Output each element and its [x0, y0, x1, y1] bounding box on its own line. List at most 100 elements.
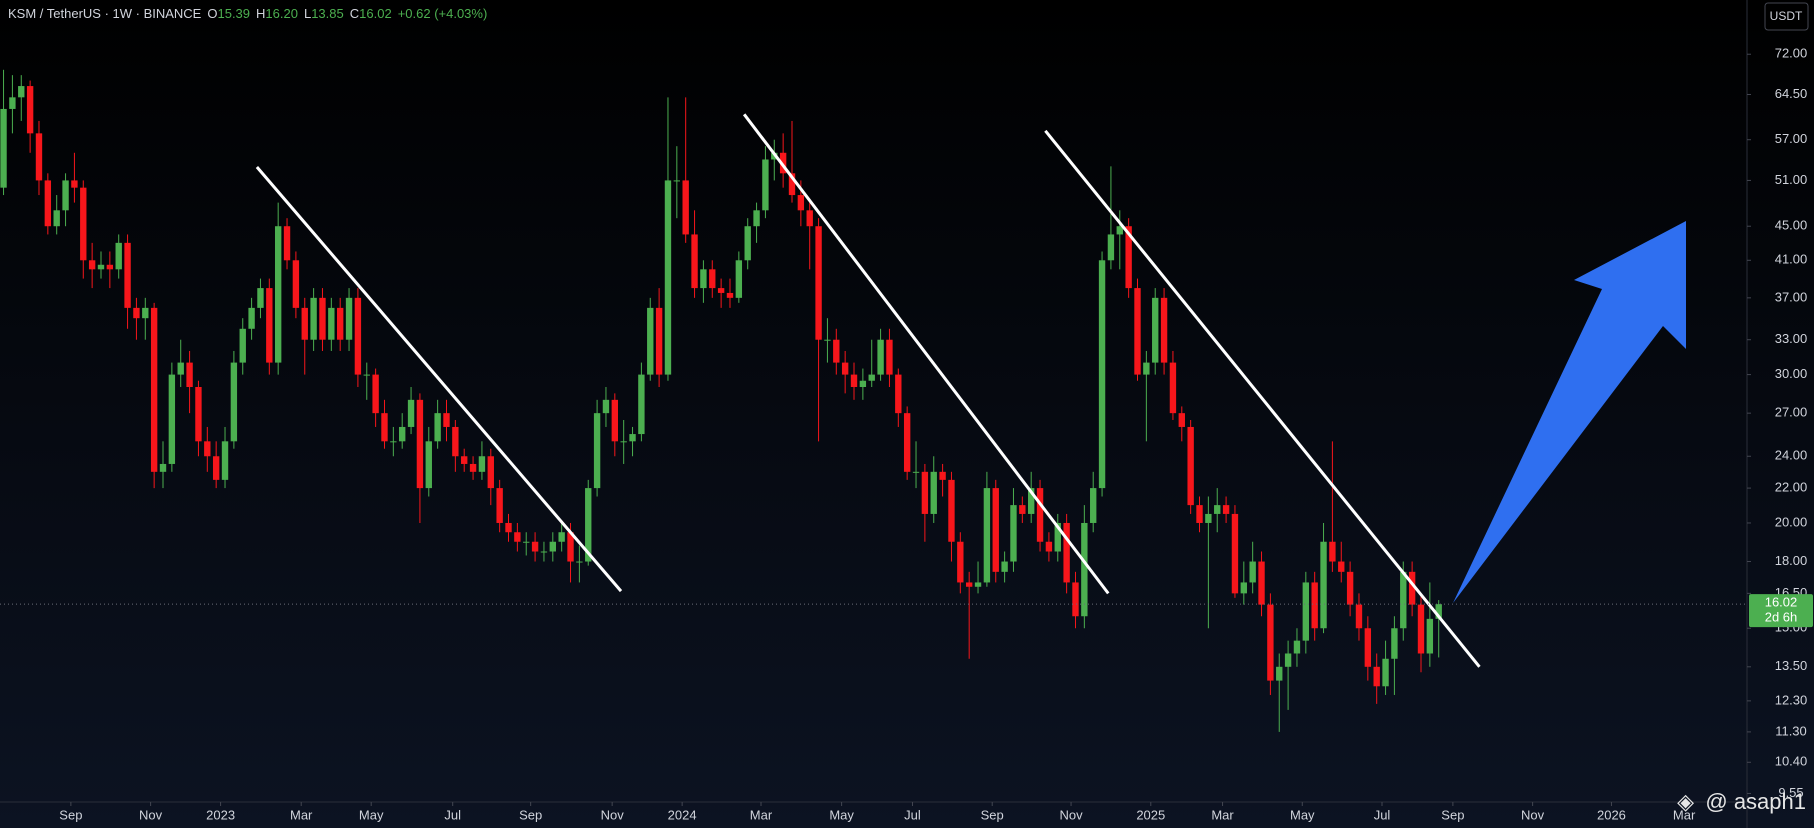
candle-body [1169, 362, 1177, 414]
candle-body [97, 264, 105, 270]
y-tick-label: 45.00 [1775, 218, 1808, 233]
candle-body [620, 441, 627, 443]
candle-body [1187, 426, 1194, 506]
trendline [1044, 129, 1481, 668]
candle-body [1028, 488, 1035, 514]
candle-body [833, 339, 840, 363]
candle-body [461, 456, 468, 464]
candle-body [1036, 488, 1044, 542]
y-tick-label: 13.50 [1775, 658, 1808, 673]
candle-body [859, 380, 867, 388]
candle-body [487, 456, 494, 489]
candle-body [815, 226, 822, 340]
y-tick-label: 24.00 [1775, 448, 1808, 463]
candle-body [930, 471, 937, 514]
candle-body [886, 339, 893, 375]
candle-body [195, 387, 202, 442]
y-tick-label: 10.40 [1775, 754, 1808, 769]
y-tick-label: 20.00 [1775, 514, 1808, 529]
candle-body [1426, 618, 1434, 654]
candle-body [655, 307, 663, 375]
candle-body [62, 180, 69, 211]
x-tick-label: Jul [904, 807, 921, 822]
candle-body [0, 108, 7, 188]
candle-body [965, 582, 973, 587]
x-tick-label: 2024 [668, 807, 697, 822]
candle-body [266, 288, 273, 363]
candle-body [877, 339, 884, 375]
watermark-icon: ◈ [1677, 789, 1694, 814]
candle-body [496, 488, 503, 523]
x-tick-label: Sep [981, 807, 1004, 822]
candle-body [80, 187, 87, 261]
candle-body [469, 463, 477, 472]
candle-body [531, 541, 539, 552]
y-tick-label: 11.30 [1775, 723, 1807, 738]
candle-body [407, 399, 415, 427]
candle-body [903, 413, 911, 472]
candle-body [700, 269, 707, 289]
candle-body [248, 307, 255, 329]
candle-body [124, 242, 131, 308]
candle-body [230, 362, 238, 442]
candle-body [1240, 582, 1247, 594]
candle-body [1045, 541, 1053, 552]
field-key: L [304, 6, 311, 21]
y-tick-label: 72.00 [1775, 46, 1808, 61]
candle-body [1019, 505, 1026, 514]
candle-body [434, 413, 441, 442]
candle-body [558, 532, 565, 542]
y-tick-label: 41.00 [1775, 252, 1808, 267]
x-tick-label: May [829, 807, 854, 822]
candle-body [611, 399, 619, 442]
candle-body [806, 210, 813, 227]
candle-body [1152, 297, 1159, 363]
x-tick-label: Sep [1441, 807, 1464, 822]
candle-body [1205, 513, 1212, 523]
y-tick-label: 30.00 [1775, 366, 1808, 381]
candle-body [638, 374, 645, 435]
candle-body [1010, 505, 1017, 562]
candle-body [1338, 561, 1345, 572]
candle-body [1400, 571, 1407, 629]
candle-body [1214, 505, 1221, 514]
candle-body [345, 297, 353, 340]
candle-body [1107, 234, 1115, 261]
candle-body [142, 307, 149, 319]
candle-body [1054, 522, 1061, 552]
candle-body [992, 488, 999, 572]
candle-body [1382, 658, 1389, 687]
candle-body [841, 362, 849, 375]
countdown: 2d 6h [1765, 610, 1798, 625]
candle-body [88, 260, 96, 270]
candle-body [106, 264, 114, 270]
candle-body [478, 456, 486, 472]
candle-body [779, 152, 787, 174]
candle-body [957, 541, 964, 583]
candle-body [239, 328, 246, 363]
currency: USDT [1770, 9, 1803, 23]
currency-badge[interactable] [1764, 2, 1809, 31]
candle-body [895, 374, 902, 414]
candle-body [1364, 628, 1372, 667]
candle-body [629, 434, 636, 442]
trendlines [255, 113, 1481, 668]
candle-body [1001, 561, 1008, 572]
x-tick-label: Jul [1374, 807, 1391, 822]
candle-body [735, 260, 743, 298]
x-tick-label: May [1290, 807, 1315, 822]
candle-body [1143, 362, 1150, 375]
candle-body [1320, 541, 1327, 629]
candle-body [381, 413, 388, 442]
candle-body [1391, 628, 1398, 659]
x-tick-label: Sep [519, 807, 542, 822]
candle-body [18, 86, 25, 98]
candle-body [168, 374, 176, 464]
field-key: O [207, 6, 217, 21]
candle-body [1178, 413, 1185, 427]
candle-body [762, 159, 769, 211]
candle-body [682, 180, 689, 235]
x-tick-label: Mar [290, 807, 313, 822]
candle-body [709, 269, 716, 289]
y-tick-label: 18.00 [1775, 553, 1808, 568]
